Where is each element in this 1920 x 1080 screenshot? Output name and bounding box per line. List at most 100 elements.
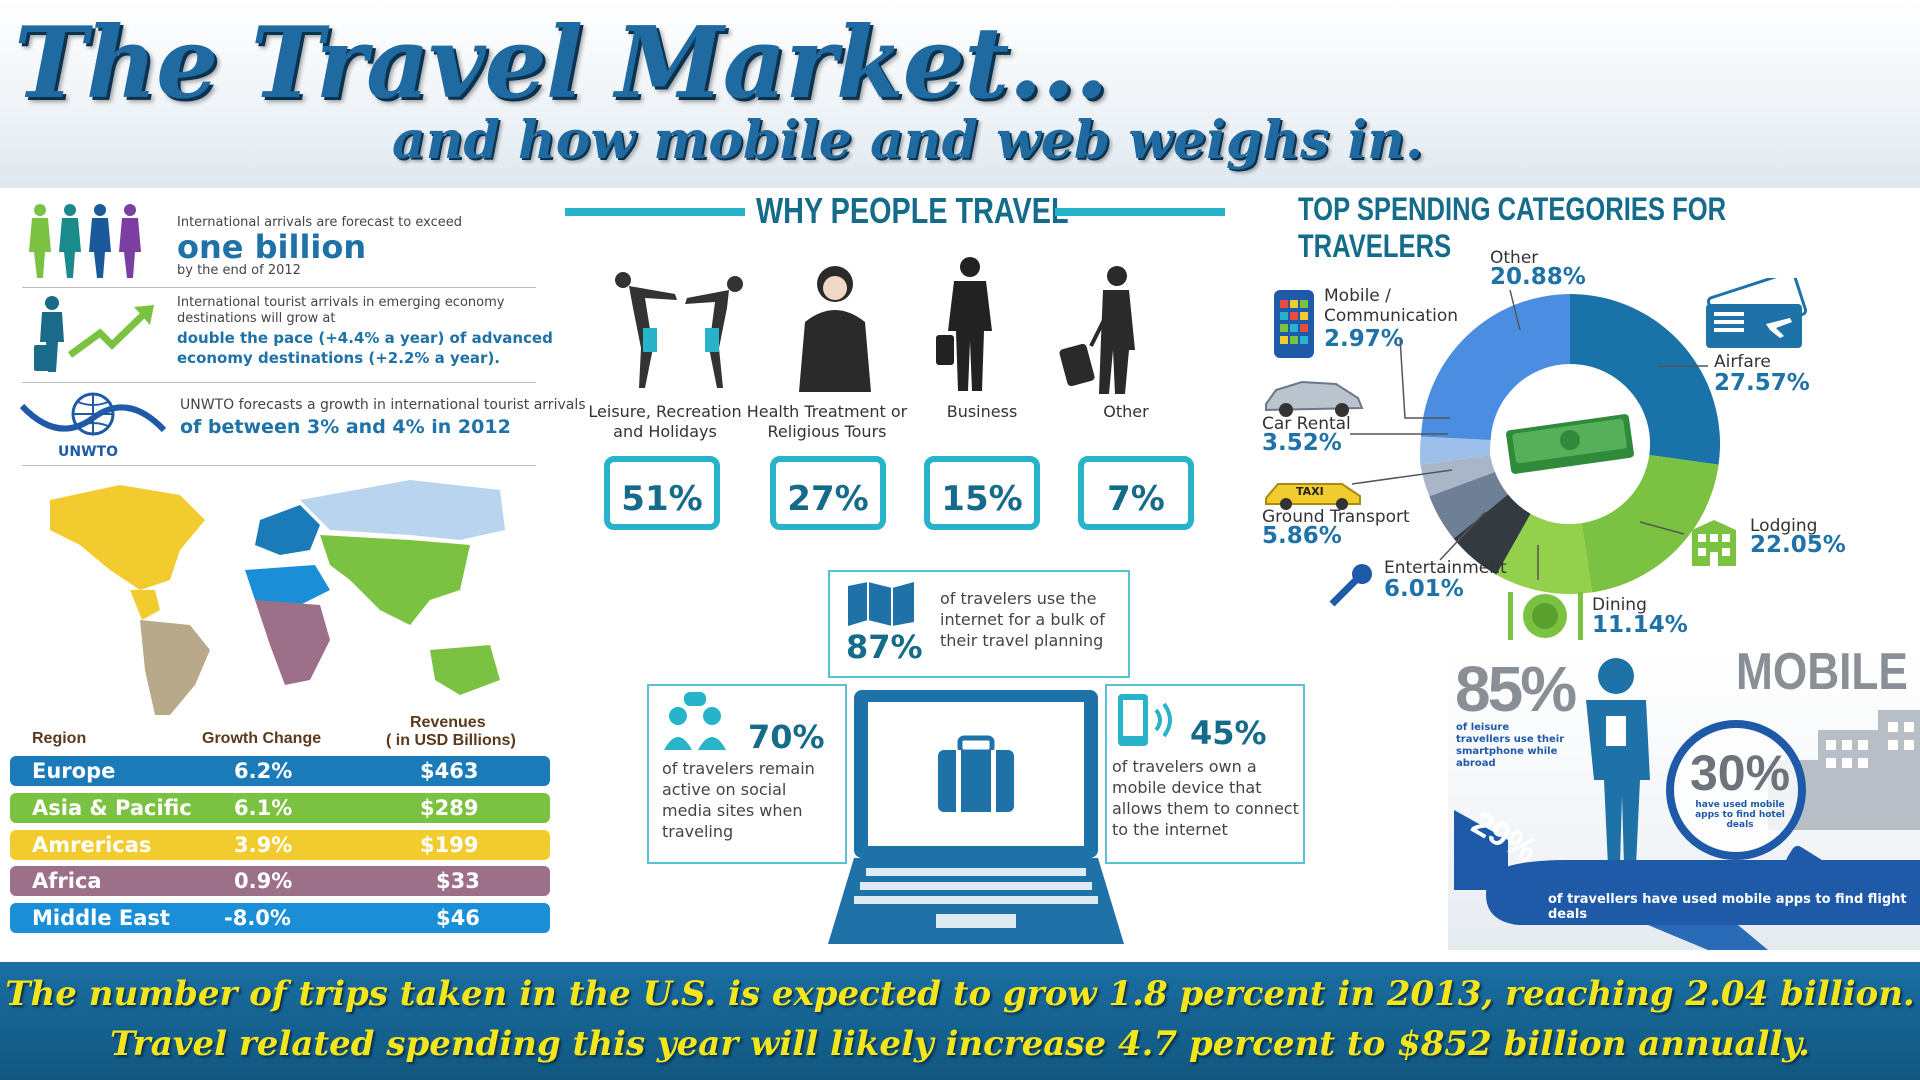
spending-value: 6.01% [1384,576,1464,602]
taxi-sign: TAXI [1296,485,1324,498]
other-traveler-icon [1055,262,1155,397]
spending-label: Entertainment [1384,558,1507,578]
mobile-hotel-pct: 30% [1690,745,1791,801]
table-header-region: Region [32,730,87,747]
arrivals-big: one billion [177,228,367,266]
laptop-suitcase-icon [826,684,1126,952]
divider [22,465,536,466]
arrivals-intro: International arrivals are forecast to e… [177,215,462,230]
travelers-silhouettes-icon [22,200,152,280]
spending-label: Dining [1592,595,1647,615]
social-media-pct: 70% [748,718,825,756]
mobile-device-text: of travelers own a mobile device that al… [1112,757,1299,839]
mobile-title: MOBILE [1736,643,1908,701]
footer-banner: The number of trips taken in the U.S. is… [0,962,1920,1080]
unwto-intro: UNWTO forecasts a growth in internationa… [180,397,586,413]
slice-car-rental [1420,455,1495,497]
region-revenue: $33 [436,869,480,893]
mobile-device-pct: 45% [1190,714,1267,752]
reason-label: Health Treatment or Religious Tours [746,402,908,441]
arrivals-end: by the end of 2012 [177,263,301,278]
reason-label: Other [1103,402,1149,421]
region-growth: 3.9% [234,833,293,857]
plate-cutlery-icon [1502,588,1588,644]
spending-label: Lodging [1750,516,1818,536]
title-rule-left [565,208,745,216]
business-figure-icon [930,255,1010,395]
spending-leader-lines [1350,289,1708,580]
table-header-revenues: Revenues [410,714,486,731]
internet-planning-text: of travelers use the internet for a bulk… [940,589,1105,650]
spending-donut-chart [1420,294,1720,594]
airplane-icon [1448,800,1920,950]
slice-other [1421,294,1570,440]
phone-signal-icon [1116,692,1186,752]
spending-value: 11.14% [1592,612,1688,638]
spending-title: TOP SPENDING CATEGORIES FOR TRAVELERS [1298,191,1727,264]
social-media-text: of travelers remain active on social med… [662,759,815,841]
region-name: Amrericas [32,833,152,857]
reason-percent: 27% [770,456,886,530]
reason-label: Business [946,402,1018,421]
slice-ground-transport [1429,471,1508,539]
growth-arrow-icon [30,295,160,375]
unwto-logo-icon [18,388,168,460]
slice-mobile [1420,436,1491,465]
table-row: Europe 6.2% $463 [10,756,550,786]
spending-value: 2.97% [1324,326,1404,352]
spending-value: 20.88% [1490,264,1586,290]
slice-dining [1496,513,1592,594]
health-figure-icon [785,262,885,392]
region-growth: 6.2% [234,759,293,783]
plane-tickets-icon [1700,270,1810,354]
region-revenue: $289 [420,796,479,820]
spending-label: Mobile / Communication [1324,286,1458,326]
page-subtitle: and how mobile and web weighs in. [392,110,1424,171]
phone-app-icon [1272,288,1316,360]
taxi-icon [1262,474,1364,510]
internet-planning-pct: 87% [846,628,923,666]
people-chat-icon [662,690,732,750]
region-revenue: $199 [420,833,479,857]
unwto-bold: of between 3% and 4% in 2012 [180,416,511,438]
microphone-icon [1326,560,1376,610]
region-revenue: $463 [420,759,479,783]
magnifier-ring [1666,720,1806,860]
slice-entertainment [1453,494,1531,575]
unwto-logo-text: UNWTO [58,444,118,460]
person-phone-icon [1576,656,1656,866]
region-revenue: $46 [436,906,480,930]
spending-label: Ground Transport [1262,507,1410,527]
spending-label: Other [1490,248,1539,268]
mobile-leisure-text: of leisure travellers use their smartpho… [1456,722,1565,769]
region-name: Asia & Pacific [32,796,192,820]
table-row: Africa 0.9% $33 [10,866,550,896]
mobile-hotel-text: have used mobile apps to find hotel deal… [1695,800,1785,830]
reason-percent: 51% [604,456,720,530]
table-header-growth: Growth Change [202,730,322,747]
reason-percent: 15% [924,456,1040,530]
slice-lodging [1581,455,1719,593]
spending-label: Car Rental [1262,414,1351,434]
region-name: Africa [32,869,102,893]
spending-value: 3.52% [1262,430,1342,456]
mobile-flight-text: of travellers have used mobile apps to f… [1548,892,1907,922]
reason-percent: 7% [1078,456,1194,530]
spending-value: 22.05% [1750,532,1846,558]
mobile-leisure-pct: 85% [1455,653,1577,725]
table-row: Asia & Pacific 6.1% $289 [10,793,550,823]
emerging-bold: double the pace (+4.4% a year) of advanc… [177,329,553,367]
car-icon [1262,378,1366,418]
region-growth: 0.9% [234,869,293,893]
leisure-figure-icon [605,268,755,398]
region-growth: 6.1% [234,796,293,820]
map-fold-icon [846,580,916,628]
spending-label: Airfare [1714,352,1771,372]
why-travel-title: WHY PEOPLE TRAVEL [756,190,1069,231]
slice-airfare [1570,294,1720,465]
region-name: Middle East [32,906,170,930]
divider [22,382,536,383]
emerging-intro: International tourist arrivals in emergi… [177,295,505,326]
reason-label: Leisure, Recreation and Holidays [588,402,742,441]
spending-value: 5.86% [1262,523,1342,549]
